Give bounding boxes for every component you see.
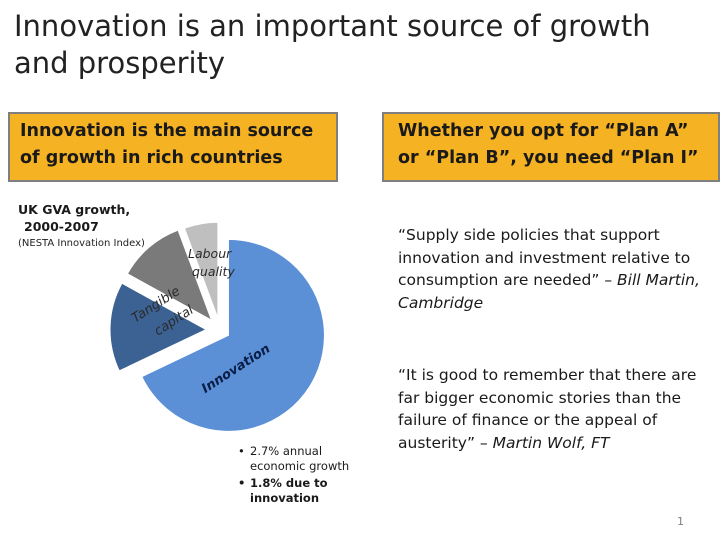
- slice-labour-quality: [183, 221, 219, 319]
- slice-other: [109, 282, 208, 372]
- quote-1-author: Bill Martin, Cambridge: [398, 271, 700, 312]
- chart-source: (NESTA Innovation Index): [18, 238, 145, 249]
- quote-2-author: Martin Wolf, FT: [492, 433, 610, 452]
- label-quality: quality: [192, 264, 235, 279]
- label-labour: Labour: [188, 246, 232, 261]
- page-number: 1: [677, 515, 684, 528]
- quote-bill-martin: “Supply side policies that support innov…: [398, 224, 708, 314]
- chart-header: UK GVA growth, 2000-2007: [18, 201, 130, 235]
- left-box-line-2: of growth in rich countries: [20, 148, 283, 168]
- title-line-2: and prosperity: [14, 46, 226, 80]
- right-box-line-1: Whether you opt for “Plan A”: [398, 121, 689, 141]
- quote-martin-wolf: “It is good to remember that there are f…: [398, 364, 708, 454]
- right-callout-box: Whether you opt for “Plan A” or “Plan B”…: [382, 112, 720, 182]
- chart-header-line-1: UK GVA growth,: [18, 202, 131, 217]
- left-callout-box: Innovation is the main source of growth …: [8, 112, 338, 182]
- slice-innovation: [141, 238, 325, 432]
- left-box-line-1: Innovation is the main source: [20, 121, 314, 141]
- chart-header-line-2: 2000-2007: [24, 219, 99, 234]
- bullet-growth: 2.7% annual economic growth: [236, 444, 376, 474]
- slide-title: Innovation is an important source of gro…: [14, 8, 714, 82]
- slice-tangible-capital: [126, 229, 213, 322]
- chart-bullets: 2.7% annual economic growth 1.8% due to …: [236, 444, 376, 508]
- title-line-1: Innovation is an important source of gro…: [14, 9, 651, 43]
- quote-2-text: “It is good to remember that there are f…: [398, 366, 697, 452]
- right-box-line-2: or “Plan B”, you need “Plan I”: [398, 148, 699, 168]
- bullet-innovation: 1.8% due to innovation: [236, 476, 376, 506]
- quote-1-text: “Supply side policies that support innov…: [398, 226, 691, 289]
